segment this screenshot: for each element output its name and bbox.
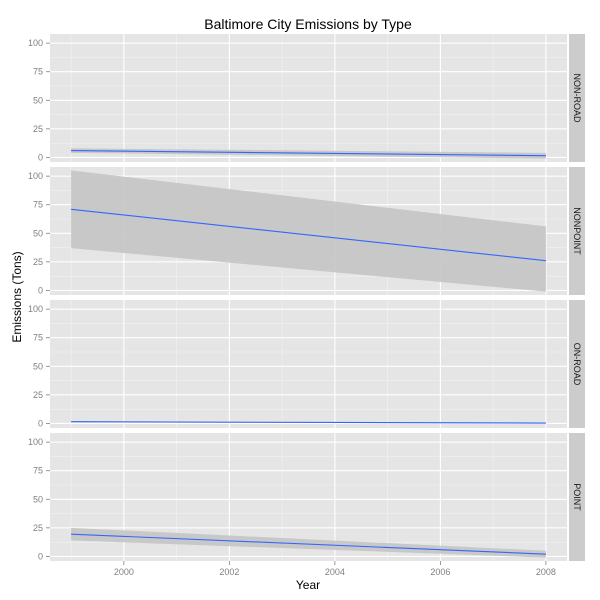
x-tick-label: 2002 [219,567,239,577]
x-tick-label: 2000 [114,567,134,577]
facet-on-road: 0 25 50 75 100 ON-ROAD [28,300,585,428]
y-tick-label: 25 [33,124,43,134]
facet-label: NONPOINT [572,207,582,255]
facet-strip [569,34,585,162]
facet-nonpoint: 0 25 50 75 100 NONPOINT [28,167,585,295]
y-tick-label: 75 [33,333,43,343]
series-line [71,421,546,424]
x-tick-label: 2008 [536,567,556,577]
y-tick-label: 0 [38,418,43,428]
y-tick-label: 75 [33,200,43,210]
chart-title: Baltimore City Emissions by Type [204,16,412,32]
y-tick-label: 100 [28,437,43,447]
y-tick-label: 0 [38,551,43,561]
y-tick-label: 25 [33,390,43,400]
y-tick-label: 100 [28,38,43,48]
y-tick-label: 75 [33,466,43,476]
y-tick-label: 50 [33,361,43,371]
confidence-band [71,170,546,292]
y-tick-label: 75 [33,67,43,77]
facet-strip [569,167,585,295]
y-tick-label: 25 [33,257,43,267]
facet-label: NON-ROAD [572,74,582,123]
y-tick-label: 50 [33,228,43,238]
facet-non-road: 0 25 50 75 100 NON-ROAD [28,34,585,162]
series-line [71,533,546,555]
facet-label: ON-ROAD [572,343,582,386]
panel-background [50,300,567,428]
y-tick-label: 0 [38,152,43,162]
panel-background [50,34,567,162]
x-axis: 2000 2002 2004 2006 2008 [114,561,556,577]
y-tick-label: 50 [33,494,43,504]
y-tick-label: 100 [28,304,43,314]
facet-strip [569,433,585,561]
facet-strip [569,300,585,428]
facet-panels: 0 25 50 75 100 NON-ROAD 0 25 50 75 100 NONPOINT 0 25 5… [28,34,585,561]
x-tick-label: 2004 [325,567,345,577]
confidence-band [71,527,546,558]
y-axis-title: Emissions (Tons) [10,251,24,342]
series-line [71,208,546,262]
facet-label: POINT [572,483,582,511]
y-tick-label: 0 [38,285,43,295]
x-tick-label: 2006 [430,567,450,577]
x-axis-title: Year [296,578,320,592]
y-tick-label: 25 [33,523,43,533]
facet-point: 0 25 50 75 100 POINT [28,433,585,561]
series-line [71,150,546,157]
y-tick-label: 50 [33,95,43,105]
y-tick-label: 100 [28,171,43,181]
